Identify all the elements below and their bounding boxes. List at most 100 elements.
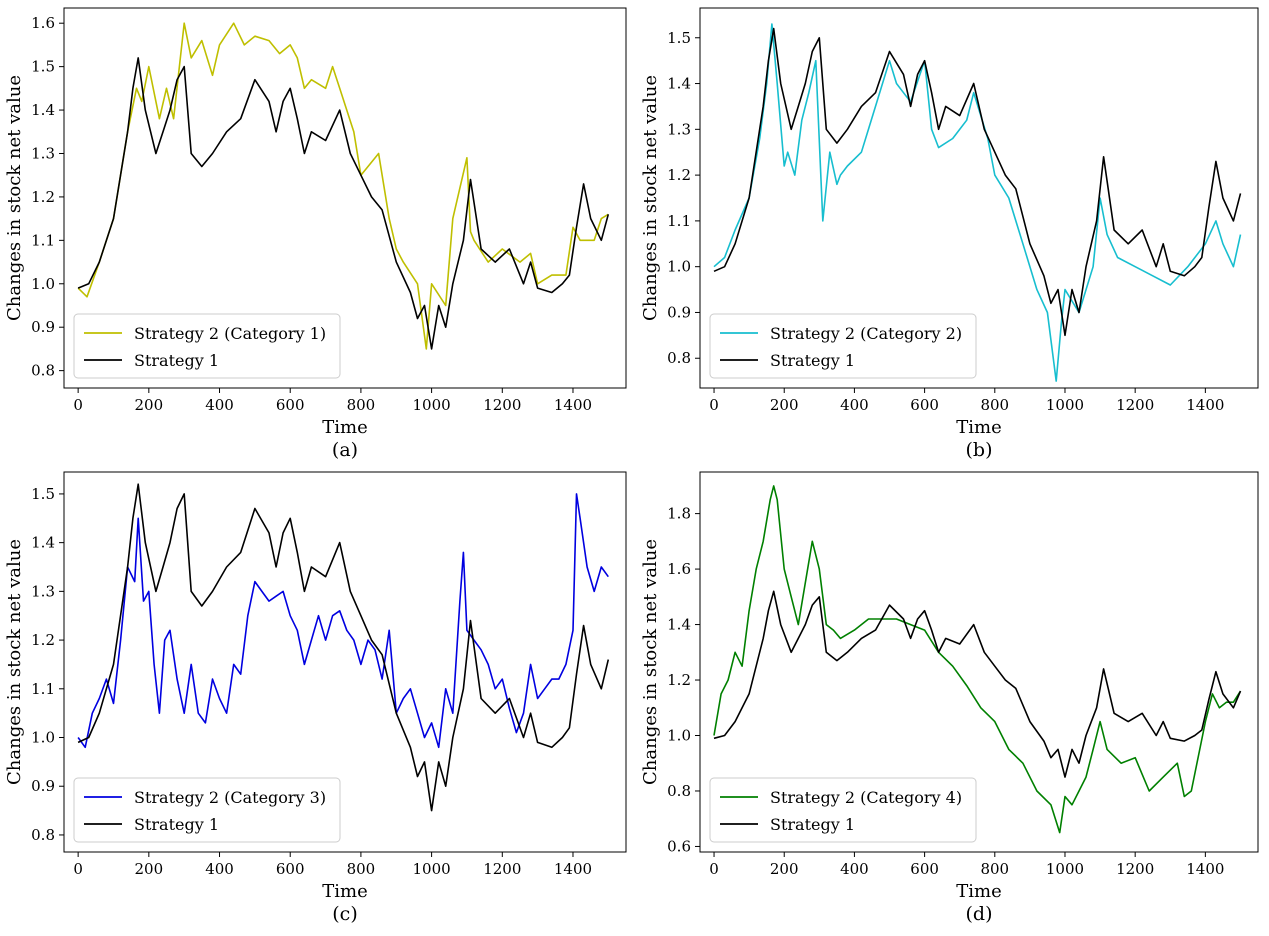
legend-box — [73, 777, 341, 843]
y-tick-label: 1.2 — [31, 631, 55, 649]
x-tick-label: 400 — [840, 860, 869, 878]
x-tick-label: 0 — [73, 396, 83, 414]
x-tick-label: 200 — [770, 396, 799, 414]
x-tick-label: 200 — [135, 860, 164, 878]
x-tick-label: 0 — [709, 396, 719, 414]
panel-label: (b) — [966, 439, 993, 461]
y-tick-label: 1.5 — [667, 29, 691, 47]
panel-label: (d) — [966, 903, 993, 925]
series-line-strategy-2 — [77, 22, 609, 350]
y-tick-label: 0.8 — [31, 362, 55, 380]
y-axis-label: Changes in stock net value — [640, 539, 661, 785]
x-tick-label: 1200 — [483, 860, 521, 878]
y-tick-label: 1.4 — [667, 75, 691, 93]
x-tick-label: 0 — [73, 860, 83, 878]
panel-label: (a) — [332, 439, 358, 461]
x-tick-label: 1000 — [413, 396, 451, 414]
y-axis-label: Changes in stock net value — [640, 75, 661, 321]
series-line-strategy-1 — [713, 27, 1242, 337]
x-tick-label: 800 — [980, 396, 1009, 414]
series-line-strategy-2 — [77, 493, 609, 749]
plot-frame — [63, 7, 627, 389]
x-tick-label: 400 — [205, 860, 234, 878]
legend-label: Strategy 2 (Category 1) — [134, 324, 326, 343]
y-tick-label: 0.9 — [31, 318, 55, 336]
x-tick-label: 800 — [347, 860, 376, 878]
x-tick-label: 1200 — [1116, 860, 1154, 878]
x-tick-label: 1000 — [1046, 396, 1084, 414]
x-tick-label: 800 — [980, 860, 1009, 878]
y-tick-label: 0.9 — [31, 777, 55, 795]
x-tick-label: 1400 — [1186, 396, 1224, 414]
y-tick-label: 1.0 — [31, 729, 55, 747]
y-tick-label: 1.6 — [31, 14, 55, 32]
legend-label: Strategy 2 (Category 2) — [770, 324, 962, 343]
panel-label: (c) — [332, 903, 357, 925]
series-line-strategy-2 — [713, 485, 1242, 834]
y-tick-label: 1.0 — [667, 258, 691, 276]
series-line-strategy-1 — [77, 483, 610, 812]
y-tick-label: 1.1 — [31, 231, 55, 249]
y-tick-label: 1.3 — [667, 120, 691, 138]
y-tick-label: 0.8 — [31, 826, 55, 844]
legend-box — [709, 777, 977, 843]
legend-label: Strategy 2 (Category 3) — [134, 788, 326, 807]
x-axis-label: Time — [322, 881, 367, 902]
x-axis-label: Time — [956, 417, 1001, 438]
y-axis-label: Changes in stock net value — [4, 75, 25, 321]
y-tick-label: 0.8 — [667, 349, 691, 367]
legend-label: Strategy 1 — [134, 351, 219, 370]
y-tick-label: 1.0 — [31, 275, 55, 293]
y-tick-label: 0.9 — [667, 303, 691, 321]
x-tick-label: 1000 — [1046, 860, 1084, 878]
y-tick-label: 1.1 — [31, 680, 55, 698]
plot-frame — [699, 471, 1259, 853]
legend-box — [73, 313, 341, 379]
y-tick-label: 1.4 — [31, 101, 55, 119]
x-tick-label: 600 — [910, 396, 939, 414]
y-tick-label: 1.5 — [31, 485, 55, 503]
y-tick-label: 1.4 — [31, 534, 55, 552]
x-tick-label: 1000 — [413, 860, 451, 878]
y-tick-label: 1.0 — [667, 727, 691, 745]
y-tick-label: 1.2 — [31, 188, 55, 206]
series-line-strategy-2 — [713, 23, 1242, 382]
x-axis-label: Time — [956, 881, 1001, 902]
x-tick-label: 200 — [135, 396, 164, 414]
y-tick-label: 1.3 — [31, 144, 55, 162]
y-tick-label: 1.1 — [667, 212, 691, 230]
y-tick-label: 1.6 — [667, 560, 691, 578]
x-tick-label: 1400 — [554, 396, 592, 414]
series-line-strategy-1 — [713, 590, 1242, 778]
x-tick-label: 1400 — [554, 860, 592, 878]
y-tick-label: 1.2 — [667, 166, 691, 184]
x-tick-label: 600 — [910, 860, 939, 878]
series-line-strategy-1 — [77, 57, 610, 350]
x-tick-label: 1200 — [483, 396, 521, 414]
x-tick-label: 400 — [840, 396, 869, 414]
x-tick-label: 400 — [205, 396, 234, 414]
plot-frame — [699, 7, 1259, 389]
x-tick-label: 200 — [770, 860, 799, 878]
legend-label: Strategy 1 — [134, 815, 219, 834]
plot-frame — [63, 471, 627, 853]
y-tick-label: 0.6 — [667, 837, 691, 855]
legend-label: Strategy 1 — [770, 351, 855, 370]
x-tick-label: 1200 — [1116, 396, 1154, 414]
x-tick-label: 1400 — [1186, 860, 1224, 878]
y-tick-label: 1.2 — [667, 671, 691, 689]
legend-box — [709, 313, 977, 379]
y-axis-label: Changes in stock net value — [4, 539, 25, 785]
x-tick-label: 600 — [276, 860, 305, 878]
x-axis-label: Time — [322, 417, 367, 438]
x-tick-label: 0 — [709, 860, 719, 878]
y-tick-label: 1.4 — [667, 616, 691, 634]
y-tick-label: 1.3 — [31, 582, 55, 600]
y-tick-label: 0.8 — [667, 782, 691, 800]
y-tick-label: 1.8 — [667, 505, 691, 523]
legend-label: Strategy 1 — [770, 815, 855, 834]
y-tick-label: 1.5 — [31, 58, 55, 76]
legend-label: Strategy 2 (Category 4) — [770, 788, 962, 807]
x-tick-label: 600 — [276, 396, 305, 414]
